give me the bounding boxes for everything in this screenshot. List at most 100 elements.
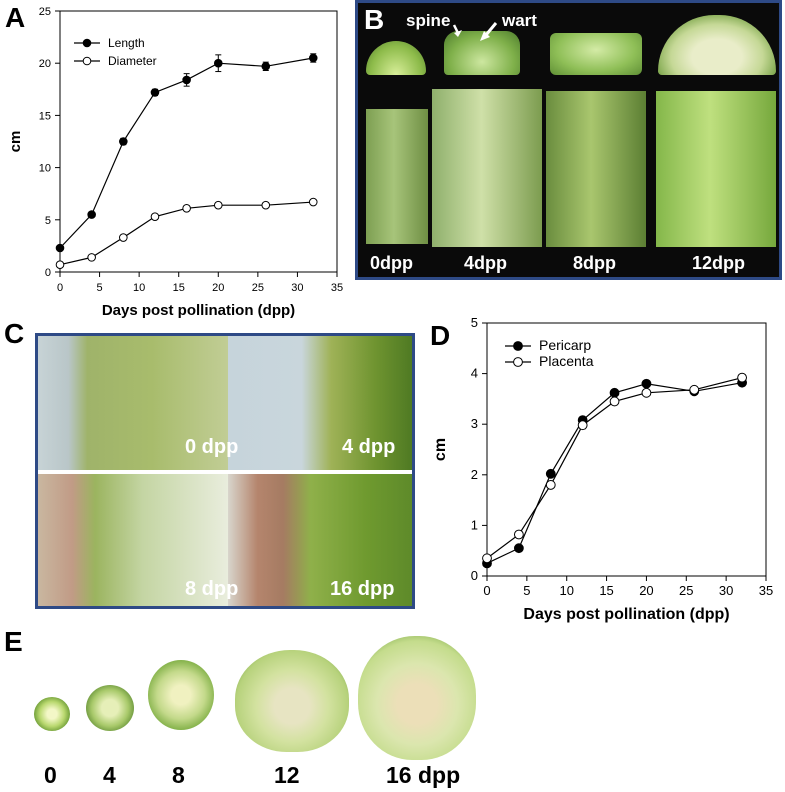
- y-tick-label: 25: [39, 6, 51, 18]
- y-tick-label: 20: [39, 58, 51, 70]
- data-point-placenta: [577, 420, 588, 431]
- label-4dpp: 4dpp: [464, 253, 507, 273]
- data-point-length: [55, 243, 65, 253]
- label-0dpp: 0dpp: [370, 253, 413, 273]
- data-point-placenta: [689, 384, 700, 395]
- panel-b-photo: B spine wart 0dpp 4dpp 8dpp 12dpp: [355, 0, 782, 280]
- panel-letter-b: B: [364, 4, 385, 35]
- e-label-8: 8: [172, 762, 185, 788]
- data-point-pericarp: [641, 378, 652, 389]
- x-tick-label: 5: [97, 282, 103, 294]
- y-tick-label: 0: [45, 267, 51, 279]
- legend-label-pericarp: Pericarp: [539, 337, 591, 353]
- panel-letter-c: C: [4, 318, 25, 349]
- y-axis-label: cm: [7, 131, 24, 153]
- micrograph-16dpp: [228, 474, 412, 606]
- legend-marker-placenta: [513, 357, 523, 367]
- micrograph-0dpp: [38, 336, 228, 470]
- cross-section-12: [235, 650, 349, 752]
- data-point-diameter: [55, 260, 65, 269]
- data-point-placenta: [513, 529, 524, 540]
- x-axis-label: Days post pollination (dpp): [102, 302, 295, 319]
- label-12dpp: 12dpp: [692, 253, 746, 273]
- y-tick-label: 10: [39, 163, 51, 175]
- y-tick-label: 5: [45, 215, 51, 227]
- x-tick-label: 35: [759, 583, 773, 598]
- x-tick-label: 25: [679, 583, 693, 598]
- series-line-diameter: [59, 201, 314, 266]
- legend-label-length: Length: [108, 36, 145, 50]
- annotation-wart: wart: [502, 11, 537, 30]
- x-tick-label: 30: [291, 282, 303, 294]
- data-point-diameter: [87, 253, 96, 262]
- legend-marker-diameter: [82, 56, 92, 66]
- label-16-dpp: 16 dpp: [330, 578, 395, 600]
- x-tick-label: 0: [57, 282, 63, 294]
- y-tick-label: 15: [39, 110, 51, 122]
- fruit-tip-0dpp: [366, 41, 426, 75]
- x-tick-label: 5: [523, 583, 530, 598]
- e-label-16-dpp: 16 dpp: [386, 762, 461, 788]
- label-8dpp: 8dpp: [573, 253, 616, 273]
- x-tick-label: 35: [331, 282, 343, 294]
- e-label-4: 4: [103, 762, 116, 788]
- legend-label-placenta: Placenta: [539, 353, 594, 369]
- series-line-placenta: [486, 377, 743, 559]
- fruit-body-4dpp: [432, 89, 542, 247]
- series-line-length: [59, 57, 314, 249]
- data-point-diameter: [119, 233, 128, 242]
- x-tick-label: 30: [719, 583, 733, 598]
- fruit-body-12dpp: [656, 91, 776, 247]
- y-tick-label: 0: [471, 568, 478, 583]
- x-tick-label: 15: [599, 583, 613, 598]
- legend-marker-length: [82, 38, 92, 48]
- fruit-tip-8dpp: [550, 33, 642, 75]
- data-point-length: [150, 88, 160, 97]
- data-point-placenta: [641, 387, 652, 398]
- x-tick-label: 15: [173, 282, 185, 294]
- series-line-pericarp: [486, 382, 743, 564]
- y-axis-label: cm: [432, 438, 449, 461]
- label-0-dpp: 0 dpp: [185, 436, 239, 458]
- data-point-pericarp: [545, 468, 556, 479]
- micrograph-divider: [38, 470, 412, 474]
- y-tick-label: 1: [471, 517, 478, 532]
- data-point-length: [261, 62, 271, 71]
- x-tick-label: 10: [133, 282, 145, 294]
- panel-c-photo: 0 dpp 4 dpp 8 dpp 16 dpp: [35, 333, 415, 609]
- x-tick-label: 25: [252, 282, 264, 294]
- chart-d-pericarp-placenta: 0 5 10 15 20 25 30 35 0 1 2 3 4 5 Days post pollinatio…: [432, 315, 773, 623]
- data-point-diameter: [150, 212, 160, 221]
- plot-frame: [486, 322, 767, 577]
- x-axis-label: Days post pollination (dpp): [523, 606, 729, 623]
- fruit-tip-12dpp: [658, 15, 776, 75]
- data-point-pericarp: [513, 543, 524, 554]
- y-tick-label: 2: [471, 467, 478, 482]
- label-4-dpp: 4 dpp: [342, 436, 396, 458]
- data-point-length: [87, 210, 96, 219]
- chart-a-length-diameter: 0 5 10 15 20 25 30 35 0 5 10 15 20 25 Days post pollin…: [7, 6, 343, 319]
- y-tick-label: 4: [471, 366, 478, 381]
- e-label-12: 12: [274, 762, 300, 788]
- y-tick-label: 3: [471, 416, 478, 431]
- data-point-length: [119, 137, 128, 146]
- fruit-body-0dpp: [366, 109, 428, 244]
- cross-section-4: [86, 685, 134, 731]
- plot-frame: [59, 10, 338, 273]
- panel-letter-e: E: [4, 626, 23, 657]
- x-tick-label: 20: [639, 583, 653, 598]
- x-tick-label: 20: [212, 282, 224, 294]
- data-point-length: [182, 75, 191, 85]
- cross-section-0: [34, 697, 70, 731]
- x-tick-label: 10: [559, 583, 573, 598]
- data-point-placenta: [482, 553, 492, 564]
- data-point-placenta: [609, 396, 620, 407]
- panel-letter-d: D: [430, 320, 451, 351]
- data-point-diameter: [308, 197, 318, 207]
- micrograph-4dpp: [228, 336, 412, 470]
- label-8-dpp: 8 dpp: [185, 578, 239, 600]
- fruit-body-8dpp: [546, 91, 646, 247]
- data-point-diameter: [182, 204, 191, 213]
- annotation-spine: spine: [406, 11, 451, 30]
- panel-letter-a: A: [5, 2, 26, 33]
